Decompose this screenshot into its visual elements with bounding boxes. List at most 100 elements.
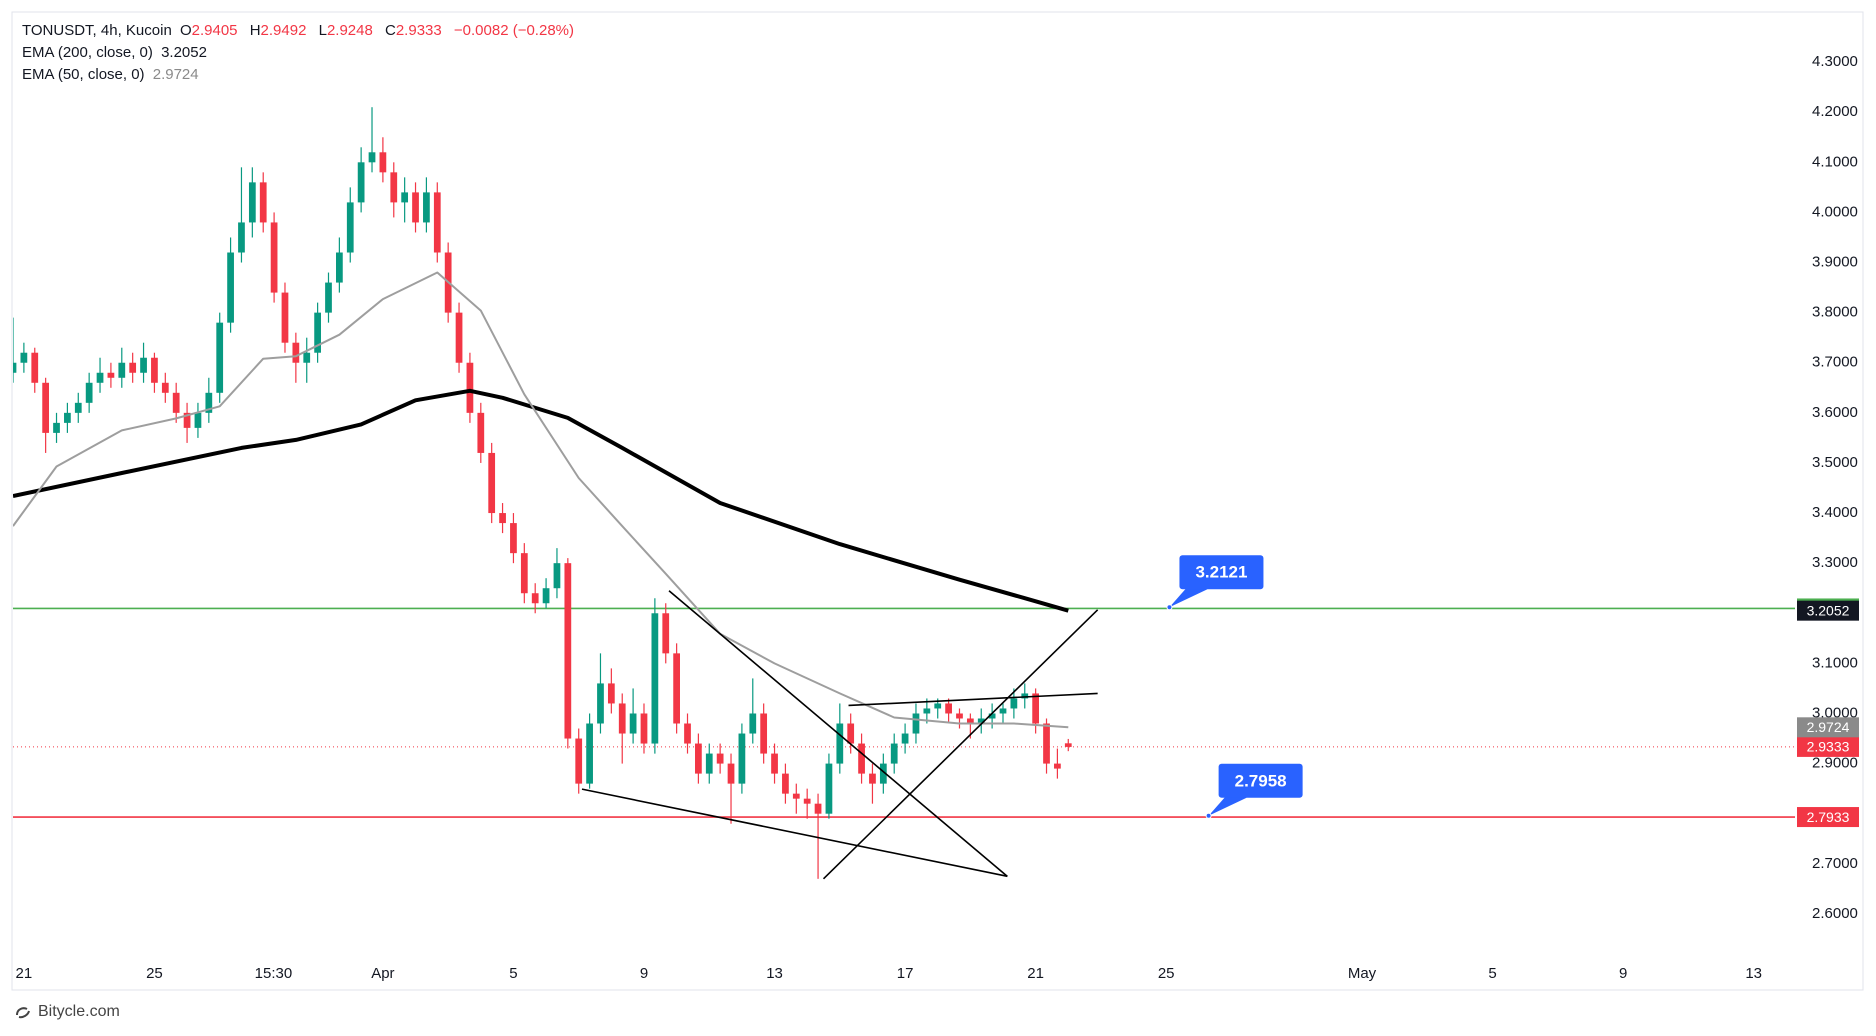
candle-body: [477, 412, 485, 453]
candle-body: [923, 708, 931, 714]
ohlc-close: C2.9333: [385, 22, 446, 39]
candle-body: [640, 713, 648, 744]
ema-price-label-box: [1797, 717, 1859, 738]
trendline: [581, 788, 1008, 878]
price-label: 2.9333: [1807, 739, 1850, 755]
candle-body: [161, 382, 169, 393]
ohlc-letter: L: [318, 22, 327, 39]
candle-body: [858, 743, 865, 774]
legend-row-ema50: EMA (50, close, 0) 2.9724: [22, 66, 203, 83]
candle-body: [782, 773, 789, 794]
y-tick-label: 2.7000: [1812, 855, 1858, 872]
ohlc-letter: O: [179, 22, 192, 39]
x-tick-label: 21: [16, 965, 33, 982]
x-tick-label: 5: [1488, 965, 1496, 982]
candle-body: [575, 738, 583, 784]
y-tick-label: 3.4000: [1812, 504, 1858, 521]
candle-body: [564, 563, 572, 739]
x-tick-label: 5: [509, 965, 517, 982]
candle-body: [118, 362, 126, 378]
candle-body: [912, 713, 920, 734]
candle-body: [520, 553, 528, 594]
candle-body: [53, 422, 60, 433]
ema-price-label: 2.9724: [1807, 719, 1850, 735]
y-tick-label: 3.1000: [1812, 654, 1858, 671]
candle-body: [172, 392, 180, 413]
overlay: 2.60002.70002.80002.90003.00003.10003.20…: [16, 53, 1859, 982]
trendline: [668, 590, 1008, 877]
ohlc-value: 2.9333: [395, 22, 442, 39]
candle-body: [553, 563, 561, 589]
watermark-icon: [16, 1007, 30, 1019]
candle-body: [651, 613, 659, 744]
candle-body: [390, 172, 398, 203]
y-tick-label: 2.9000: [1812, 755, 1858, 772]
y-tick-label: 3.0000: [1812, 704, 1858, 721]
candle-body: [934, 703, 942, 709]
ohlc-high: H2.9492: [250, 22, 311, 39]
candle-body: [151, 357, 158, 383]
candle-body: [314, 312, 321, 353]
plot-area: [13, 107, 1795, 880]
candle-body: [869, 773, 876, 784]
candle-body: [346, 202, 354, 253]
candle-body: [586, 723, 593, 784]
y-tick-label: 3.5000: [1812, 454, 1858, 471]
legend-name: EMA (200, close, 0): [22, 44, 153, 61]
candle-body: [401, 192, 409, 203]
candle-body: [956, 713, 963, 719]
ema-price-label-box: [1797, 600, 1859, 621]
candle-body: [847, 723, 855, 744]
callout-box: [1179, 555, 1264, 590]
candle-body: [129, 362, 137, 373]
candle-body: [64, 412, 71, 423]
change: −0.0082 (−0.28%): [453, 22, 574, 39]
watermark: Bitycle.com: [14, 1003, 120, 1021]
candle-body: [836, 723, 844, 764]
ema-price-label: 3.2052: [1807, 602, 1850, 618]
ohlc-letter: H: [249, 22, 261, 39]
y-tick-label: 4.3000: [1812, 53, 1858, 70]
candle-body: [673, 653, 680, 724]
ema-line: [13, 388, 1069, 613]
candle-body: [662, 613, 670, 654]
y-tick-label: 4.2000: [1812, 103, 1858, 120]
candle-body: [140, 357, 147, 373]
y-tick-label: 3.6000: [1812, 404, 1858, 421]
candle-body: [825, 763, 833, 814]
legend-row-ema200: EMA (200, close, 0) 3.2052: [22, 44, 211, 61]
candle-body: [792, 793, 800, 799]
candle-body: [607, 683, 615, 704]
y-tick-label: 4.1000: [1812, 153, 1858, 170]
candle-body: [618, 703, 626, 734]
candle-body: [336, 252, 343, 283]
candle-body: [248, 182, 256, 223]
callout-anchor: [1166, 604, 1173, 611]
price-label: 2.7933: [1807, 809, 1850, 825]
candle-body: [966, 718, 974, 724]
candle-body: [423, 192, 430, 223]
candle-body: [379, 152, 387, 173]
candle-body: [412, 192, 419, 223]
candle-body: [890, 743, 898, 764]
x-tick-label: 15:30: [255, 965, 293, 982]
ohlc-letter: C: [385, 22, 396, 39]
x-tick-label: Apr: [371, 965, 394, 982]
candle-body: [760, 713, 768, 754]
candle-body: [1043, 723, 1050, 764]
candle-body: [879, 763, 887, 784]
candle-body: [466, 362, 474, 413]
callout-anchor: [1205, 812, 1212, 819]
legend-value: 2.9724: [152, 66, 199, 83]
watermark-text: Bitycle.com: [38, 1003, 120, 1020]
candle-body: [107, 372, 115, 378]
y-tick-label: 3.3000: [1812, 554, 1858, 571]
candle-body: [1021, 693, 1029, 699]
candle-body: [20, 352, 28, 363]
trendline: [848, 692, 1098, 707]
candle-body: [695, 743, 702, 774]
y-tick-label: 3.8000: [1812, 304, 1858, 321]
candle-body: [13, 362, 17, 373]
